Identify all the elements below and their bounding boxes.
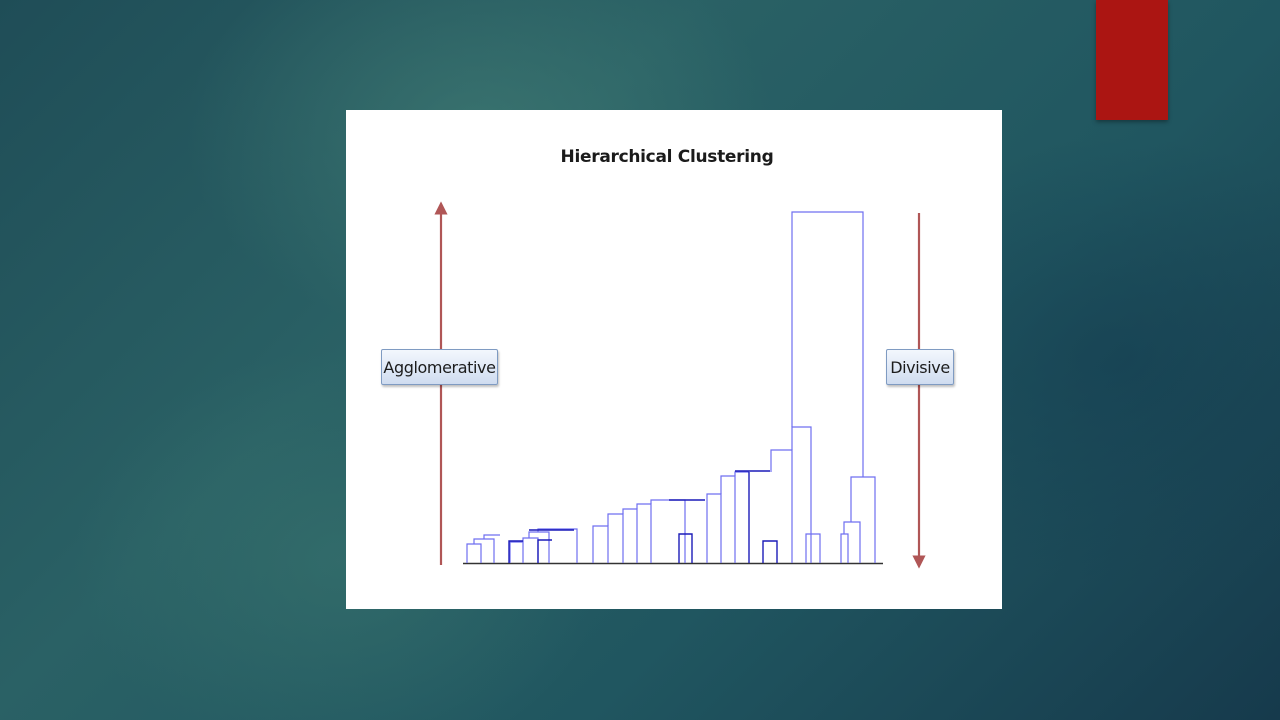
dendrogram-links-dark [508,470,778,563]
dendrogram-links [466,211,876,563]
dendrogram-diagram [434,201,926,569]
figure-title: Hierarchical Clustering [560,147,774,167]
slide-accent-tab [1096,0,1168,120]
hierarchical-clustering-figure: Hierarchical Clustering [346,110,1002,609]
agglomerative-label: Agglomerative [381,349,498,385]
divisive-label: Divisive [886,349,954,385]
